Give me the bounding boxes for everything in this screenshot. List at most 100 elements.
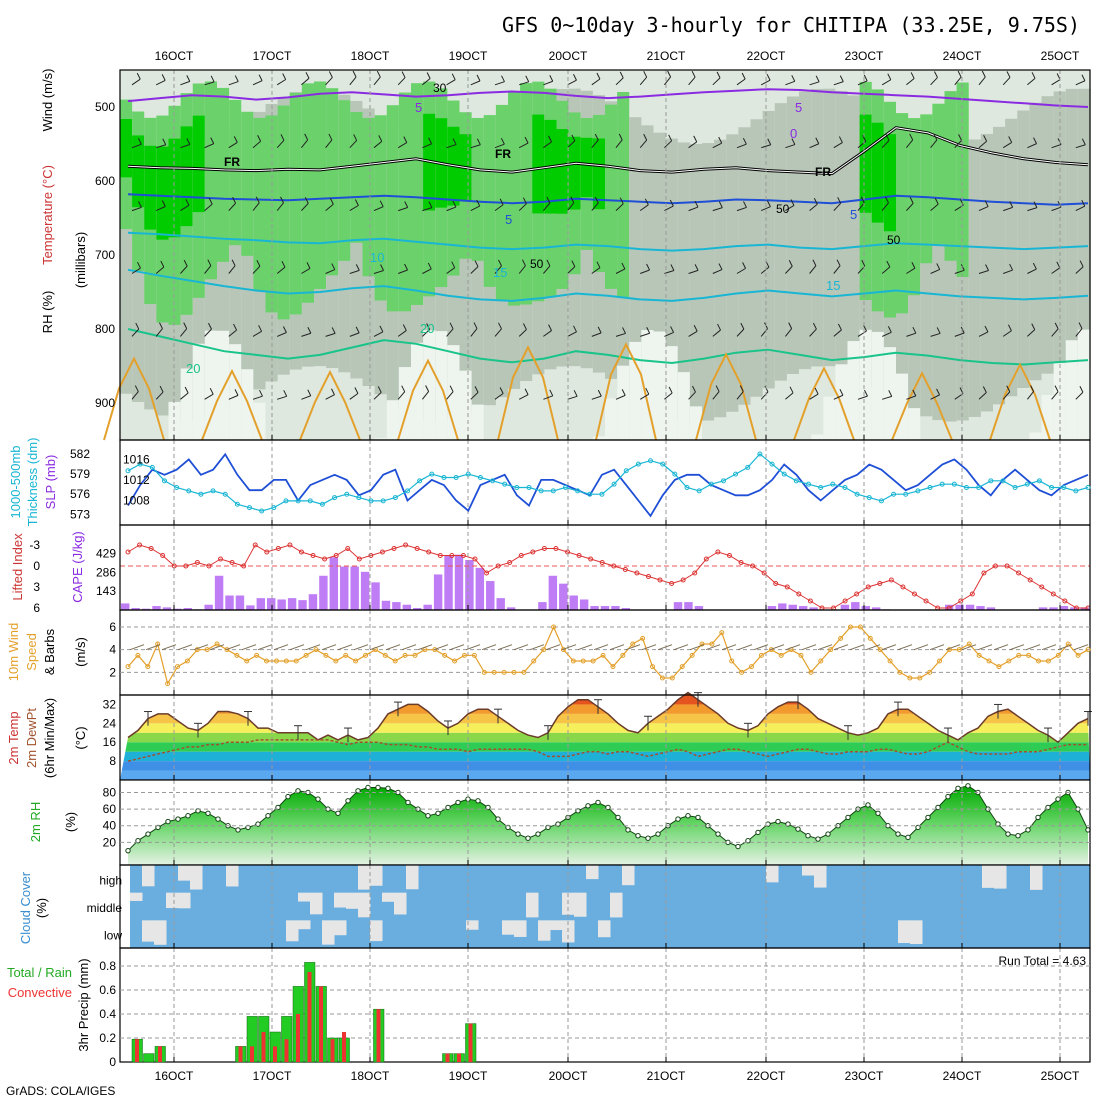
wind-speed-point <box>244 658 250 664</box>
wind-speed-point <box>452 658 458 664</box>
wind-speed-point <box>501 669 507 675</box>
wind-barb <box>373 392 382 400</box>
thickness-point <box>757 451 763 457</box>
isotherm-line <box>103 356 165 441</box>
lifted-index-point <box>680 577 686 583</box>
lifted-index-point <box>900 584 906 590</box>
wind-barb <box>1056 261 1061 269</box>
wind-barb <box>978 392 987 400</box>
cape-bar <box>767 606 777 610</box>
wind-barb <box>1006 71 1011 78</box>
thickness-point <box>587 491 593 497</box>
wind-barb <box>694 200 699 208</box>
wind-barb <box>543 202 551 211</box>
top-x-axis: 16OCT 17OCT 18OCT 19OCT 20OCT 21OCT 22OCT 23OCT… <box>155 49 1080 63</box>
wind-barb <box>692 385 696 393</box>
precip-tick-label: 0.4 <box>99 1007 116 1021</box>
thickness-point <box>514 485 520 491</box>
wind-barb <box>470 328 478 337</box>
rh-point <box>175 816 181 822</box>
wind-barb <box>155 266 165 274</box>
lifted-index-point <box>356 556 362 562</box>
cape-bar <box>152 606 161 610</box>
cape-bar <box>413 608 422 610</box>
rh-band <box>980 133 994 412</box>
rh-point <box>205 810 211 816</box>
rh-band <box>556 129 570 214</box>
wind-barb <box>446 267 456 274</box>
wind-speed-point <box>808 669 814 675</box>
rh-band <box>908 408 921 440</box>
wind-barb <box>524 388 529 395</box>
wind-barb <box>233 323 237 331</box>
rh-band <box>192 343 206 440</box>
surface-wind-barb <box>833 644 849 651</box>
thickness-point <box>684 485 690 491</box>
lifted-index-point <box>576 553 582 558</box>
wind-speed-point <box>976 652 982 658</box>
wind-barb <box>887 326 892 333</box>
rh-point <box>355 788 361 794</box>
rh-point <box>1005 831 1011 837</box>
wind-barb <box>325 269 335 274</box>
rh-point <box>635 833 641 839</box>
wind-barb <box>664 392 673 400</box>
rh-point <box>135 838 141 844</box>
top-tick-label: 16OCT <box>155 49 194 63</box>
wind-barbs <box>131 70 1086 400</box>
rh-axis-label: RH (%) <box>40 291 55 334</box>
wind-speed-point <box>907 675 913 681</box>
wind-barb <box>307 389 312 396</box>
wind-barb <box>186 138 191 145</box>
rh-band <box>847 341 861 440</box>
thickness-point <box>1000 478 1006 484</box>
wind-speed-point <box>709 641 715 647</box>
wind-speed-point <box>669 675 675 681</box>
rh-point <box>675 816 681 822</box>
wind-barb <box>1075 266 1084 274</box>
wind-speed-point <box>303 652 309 658</box>
wind-barb <box>1075 391 1084 400</box>
surface-wind-barb <box>673 644 689 651</box>
wind-barb <box>688 391 696 400</box>
wind-barb <box>712 269 723 274</box>
wind-barb <box>712 142 722 149</box>
lifted-index-point <box>645 574 651 579</box>
lifted-index-point <box>958 598 964 604</box>
cape-bar <box>183 608 193 610</box>
wind-barb <box>718 201 723 208</box>
surface-wind-barb <box>945 644 961 651</box>
lifted-index-point <box>738 560 744 565</box>
cape-bar <box>402 604 412 610</box>
contour-value-label: 10 <box>370 250 384 265</box>
thickness-point <box>1073 488 1079 494</box>
rh-point <box>125 847 131 854</box>
wind-barb <box>252 140 261 149</box>
wind-barb <box>954 269 965 274</box>
wind-speed-point <box>323 652 329 658</box>
rh-point <box>1045 804 1051 811</box>
wind-barb <box>911 262 916 269</box>
wind-barb <box>183 322 188 329</box>
wind-speed-point <box>402 652 408 658</box>
surface-wind-barb <box>225 644 241 651</box>
rh-band <box>301 83 315 303</box>
wind-barb <box>985 264 989 271</box>
wind-barb <box>373 206 384 212</box>
rh-band <box>677 372 691 440</box>
thickness-point <box>1049 485 1055 491</box>
cloud-cover-panel: high middle low <box>87 864 1091 949</box>
bottom-tick-label: 17OCT <box>253 1069 292 1083</box>
rh-point <box>605 804 611 811</box>
lifted-index-point <box>403 542 409 548</box>
wind-barb <box>739 385 744 392</box>
wind-barb <box>639 76 648 86</box>
rh-band <box>180 368 194 440</box>
thickness-point <box>198 491 204 497</box>
rh-point <box>745 838 751 844</box>
convective-precip-bar <box>457 1053 461 1062</box>
wind-barb <box>712 77 721 86</box>
convective-precip-bar <box>284 1039 289 1062</box>
wind-barb <box>373 331 384 337</box>
wind-barb <box>159 385 164 393</box>
